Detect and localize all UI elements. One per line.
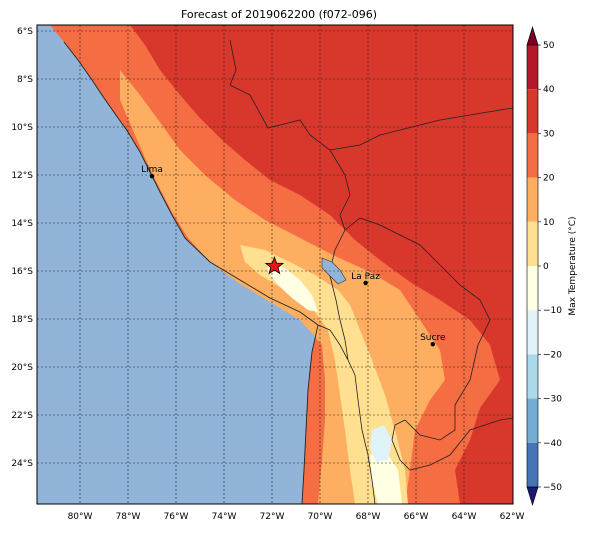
map-area: Lima La Paz Sucre <box>37 25 513 504</box>
city-label: Lima <box>141 165 163 175</box>
lat-label: 18°S <box>11 315 33 325</box>
land-hot-interior <box>130 25 513 504</box>
map-frame <box>36 24 514 505</box>
lon-label: 64°W <box>452 512 477 522</box>
colorbar-extend-bottom <box>526 486 539 507</box>
colorbar-tick-label: −30 <box>543 395 562 405</box>
land-sub-zero <box>370 425 392 462</box>
lon-label: 62°W <box>500 512 525 522</box>
lon-label: 78°W <box>116 512 141 522</box>
lat-label: 14°S <box>11 219 33 229</box>
lat-label: 6°S <box>17 27 33 37</box>
cities-layer: Lima La Paz Sucre <box>141 165 446 347</box>
lon-label: 72°W <box>260 512 285 522</box>
colorbar-band <box>527 398 538 443</box>
colorbar-band <box>527 354 538 399</box>
city-label: Sucre <box>420 333 446 343</box>
colorbar-extend-top <box>526 25 539 46</box>
colorbar-tick-label: 40 <box>543 85 555 95</box>
colorbar-band <box>527 177 538 222</box>
lat-label: 16°S <box>11 267 33 277</box>
city-label: La Paz <box>351 272 380 282</box>
map-title: Forecast of 2019062200 (f072-096) <box>181 8 377 21</box>
colorbar-tick-label: −10 <box>543 306 562 316</box>
lon-label: 76°W <box>164 512 189 522</box>
city-dot <box>430 342 435 347</box>
colorbar-band <box>527 442 538 487</box>
lat-label: 24°S <box>11 459 33 469</box>
land-cold-peaks <box>268 262 402 504</box>
lat-label: 10°S <box>11 123 33 133</box>
city-dot <box>363 280 368 286</box>
gridlines <box>37 25 513 504</box>
colorbar-tick-label: 20 <box>543 174 555 184</box>
colorbar-band <box>527 89 538 134</box>
colorbar-tick-label: −50 <box>543 483 562 493</box>
colorbar-tick-label: 30 <box>543 129 555 139</box>
longitude-labels: 80°W 78°W 76°W 74°W 72°W 70°W 68°W 66°W 64°W 62°W <box>68 512 525 522</box>
star-marker <box>264 256 285 275</box>
colorbar-tick-label: 0 <box>543 262 549 272</box>
colorbar-tick-label: 50 <box>543 41 555 51</box>
colorbar-label: Max Temperature (°C) <box>568 216 578 315</box>
lon-label: 80°W <box>68 512 93 522</box>
lat-label: 8°S <box>17 75 33 85</box>
colorbar-band <box>527 133 538 178</box>
colorbar-tick-label: −20 <box>543 350 562 360</box>
colorbar-tick-label: 10 <box>543 218 555 228</box>
colorbar-band <box>527 45 538 90</box>
colorbar-band <box>527 221 538 266</box>
latitude-labels: 6°S 8°S 10°S 12°S 14°S 16°S 18°S 20°S 22°S 24°S <box>11 27 33 469</box>
land-altiplano <box>240 245 408 504</box>
coastline <box>63 41 319 504</box>
colorbar-band <box>527 266 538 311</box>
lat-label: 22°S <box>11 411 33 421</box>
city-dot <box>149 174 155 179</box>
lon-label: 74°W <box>212 512 237 522</box>
lon-label: 70°W <box>308 512 333 522</box>
lat-label: 12°S <box>11 171 33 181</box>
colorbar-band <box>527 310 538 355</box>
colorbar-tick-label: −40 <box>543 439 562 449</box>
lat-label: 20°S <box>11 363 33 373</box>
colorbar: 50 40 30 20 10 0 −10 −20 −30 −40 −50 <box>526 25 562 507</box>
lon-label: 68°W <box>356 512 381 522</box>
lon-label: 66°W <box>404 512 429 522</box>
